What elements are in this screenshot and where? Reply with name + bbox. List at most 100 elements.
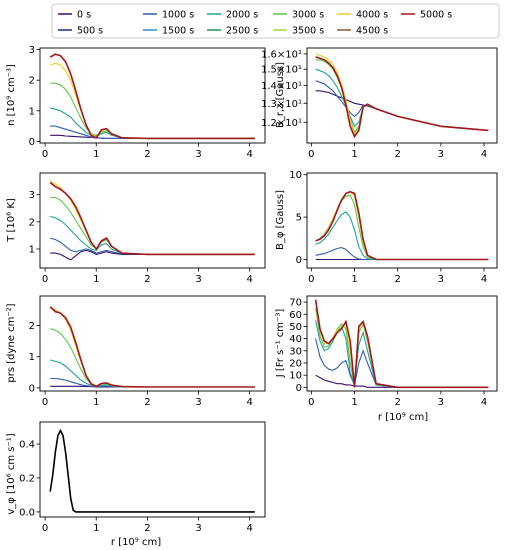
legend-entry: 5000 s — [401, 10, 452, 21]
legend-entry: 1500 s — [143, 26, 194, 37]
plot-frame — [39, 47, 266, 144]
x-tick-label: 4 — [481, 149, 487, 160]
y-tick-label: 1 — [29, 106, 35, 117]
panel-T: 0 1 2 3 4 1 2 3 — [29, 172, 266, 285]
series-line — [49, 306, 255, 388]
ylabel-B-phi: B_φ [Gauss] — [275, 190, 286, 250]
y-tick-label: 70 — [289, 298, 302, 309]
x-tick-label: 2 — [144, 149, 150, 160]
x-tick-label: 1 — [351, 274, 357, 285]
x-tick-label: 0 — [308, 274, 314, 285]
legend-entry: 500 s — [58, 26, 103, 37]
y-tick-label: 5 — [296, 213, 302, 224]
series-line — [315, 190, 489, 261]
legend-entry: 3000 s — [273, 10, 324, 21]
legend-entry: 3500 s — [273, 26, 324, 37]
y-tick-label: 60 — [289, 310, 302, 321]
x-tick-label: 0 — [308, 397, 314, 408]
y-tick-label: 2 — [29, 76, 35, 87]
x-tick-label: 0 — [42, 397, 48, 408]
legend-label: 1000 s — [162, 10, 194, 21]
series-line — [315, 194, 489, 261]
series-line — [50, 196, 255, 255]
ylabel-prs: prs [dyne cm⁻²] — [6, 303, 17, 382]
series-line — [50, 215, 255, 255]
legend: 0 s 500 s 1000 s 1500 s 2000 s 2500 s 3000 s 35… — [51, 3, 500, 39]
ylabel-J: J [Fr s⁻¹ cm⁻³] — [275, 309, 286, 379]
plot-frame — [306, 172, 498, 269]
series-line — [315, 68, 489, 131]
series-line — [315, 302, 489, 388]
legend-label: 3500 s — [292, 26, 324, 37]
legend-entry: 4500 s — [337, 26, 388, 37]
y-tick-label: 50 — [289, 322, 302, 333]
x-tick-label: 0 — [42, 274, 48, 285]
x-tick-label: 1 — [351, 397, 357, 408]
plot-frame — [39, 421, 266, 518]
x-tick-label: 4 — [246, 397, 252, 408]
legend-label: 1500 s — [162, 26, 194, 37]
plot-frame — [306, 47, 498, 144]
series-line — [315, 56, 489, 139]
x-tick-label: 3 — [438, 274, 444, 285]
y-tick-label: 10 — [289, 170, 302, 181]
legend-label: 4000 s — [356, 10, 388, 21]
y-tick-label: 0 — [29, 137, 35, 148]
y-tick-label: 0 — [29, 383, 35, 394]
series-line — [315, 374, 489, 388]
x-tick-label: 3 — [195, 397, 201, 408]
x-tick-label: 3 — [438, 397, 444, 408]
panel-n: 0 1 2 3 4 0 1 2 3 — [29, 45, 266, 160]
y-tick-label: 2 — [29, 321, 35, 332]
series-line — [315, 53, 489, 136]
x-tick-label: 0 — [308, 149, 314, 160]
y-tick-label: 10 — [289, 371, 302, 382]
x-tick-label: 1 — [93, 149, 99, 160]
x-tick-label: 2 — [144, 523, 150, 534]
y-tick-label: 2 — [29, 217, 35, 228]
y-tick-label: 0.0 — [19, 507, 35, 518]
plot-frame — [306, 295, 498, 392]
x-tick-label: 2 — [144, 397, 150, 408]
legend-label: 2500 s — [226, 26, 258, 37]
x-tick-label: 1 — [351, 149, 357, 160]
series-line — [314, 299, 489, 389]
xlabel-v-phi: r [10⁹ cm] — [111, 537, 161, 548]
series-line — [50, 359, 255, 388]
y-tick-label: 0.4 — [19, 440, 35, 451]
x-tick-label: 4 — [481, 397, 487, 408]
panel-B-rz: 0 1 2 3 4 1.2×10¹ 1.3×10¹ 1.4×10¹ 1.5×10¹ 1.6×10¹ — [261, 47, 498, 160]
series-line — [315, 308, 489, 388]
y-tick-label: 0.2 — [19, 473, 35, 484]
x-tick-label: 3 — [195, 274, 201, 285]
x-tick-label: 3 — [195, 149, 201, 160]
legend-label: 0 s — [77, 10, 91, 21]
series-line — [49, 53, 255, 140]
ylabel-n: n [10⁹ cm⁻³] — [6, 64, 17, 126]
y-tick-label: 40 — [289, 334, 302, 345]
y-tick-label: 0 — [296, 255, 302, 266]
x-tick-label: 0 — [42, 149, 48, 160]
legend-entry: 0 s — [58, 10, 91, 21]
x-tick-label: 1 — [93, 397, 99, 408]
legend-label: 500 s — [77, 26, 103, 37]
x-tick-label: 3 — [438, 149, 444, 160]
series-line — [49, 181, 255, 256]
x-tick-label: 4 — [481, 274, 487, 285]
legend-label: 2000 s — [226, 10, 258, 21]
x-tick-label: 2 — [394, 274, 400, 285]
panel-B-phi: 0 1 2 3 4 0 5 10 — [289, 170, 498, 285]
legend-label: 3000 s — [292, 10, 324, 21]
series-line — [315, 338, 489, 388]
ylabel-B-rz: B_r,z [Gauss] — [275, 62, 286, 128]
x-tick-label: 3 — [195, 523, 201, 534]
y-tick-label: 1.5×10¹ — [261, 65, 302, 76]
x-tick-label: 2 — [144, 274, 150, 285]
legend-entry: 2000 s — [207, 10, 258, 21]
ylabel-T: T [10⁶ K] — [6, 198, 17, 243]
y-tick-label: 0 — [296, 383, 302, 394]
y-tick-label: 3 — [29, 45, 35, 56]
plot-frame — [39, 295, 266, 392]
